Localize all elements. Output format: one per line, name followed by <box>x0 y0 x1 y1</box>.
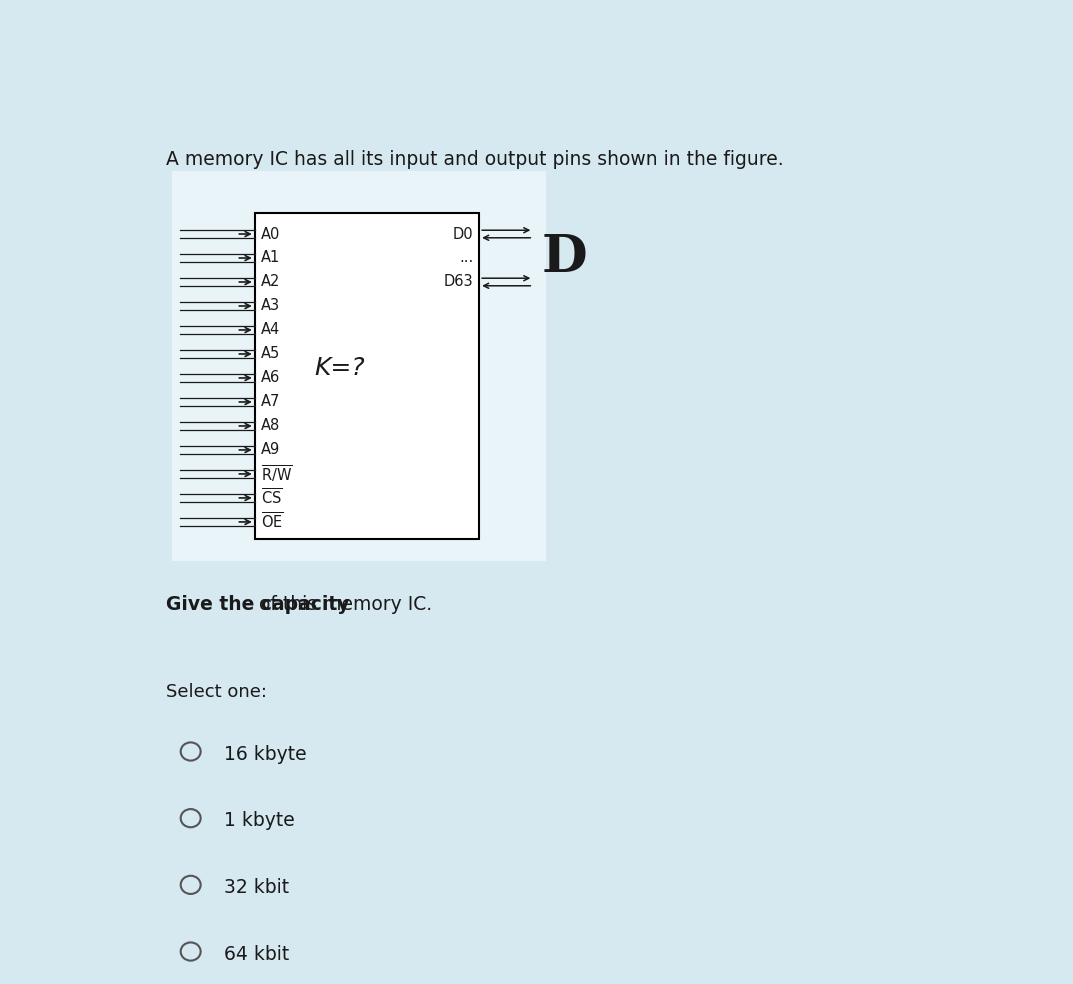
Text: A0: A0 <box>261 226 280 241</box>
Text: ...: ... <box>459 251 473 266</box>
Circle shape <box>180 742 201 761</box>
Text: 16 kbyte: 16 kbyte <box>224 745 307 764</box>
Text: of this memory IC.: of this memory IC. <box>252 595 431 614</box>
Text: 1 kbyte: 1 kbyte <box>224 812 295 830</box>
Text: Select one:: Select one: <box>165 683 267 701</box>
Text: A2: A2 <box>261 275 280 289</box>
Text: A1: A1 <box>261 251 280 266</box>
Text: $\overline{\mathrm{CS}}$: $\overline{\mathrm{CS}}$ <box>261 488 282 508</box>
Text: K=?: K=? <box>314 356 365 380</box>
Circle shape <box>180 943 201 960</box>
Text: A6: A6 <box>261 370 280 386</box>
Text: A9: A9 <box>261 443 280 458</box>
FancyBboxPatch shape <box>254 213 480 538</box>
Text: 64 kbit: 64 kbit <box>224 945 290 963</box>
Text: A memory IC has all its input and output pins shown in the figure.: A memory IC has all its input and output… <box>165 150 783 169</box>
Circle shape <box>180 809 201 828</box>
Circle shape <box>180 876 201 893</box>
Text: D0: D0 <box>453 226 473 241</box>
Text: $\overline{\mathrm{OE}}$: $\overline{\mathrm{OE}}$ <box>261 512 283 532</box>
Text: A3: A3 <box>261 298 280 314</box>
Text: $\mathrm{\overline{R/W}}$: $\mathrm{\overline{R/W}}$ <box>261 463 292 484</box>
Text: A7: A7 <box>261 395 280 409</box>
FancyBboxPatch shape <box>172 171 546 561</box>
Text: A4: A4 <box>261 323 280 338</box>
Text: 32 kbit: 32 kbit <box>224 878 289 897</box>
Text: Give the capacity: Give the capacity <box>165 595 349 614</box>
Text: A8: A8 <box>261 418 280 433</box>
Text: D: D <box>542 232 588 283</box>
Text: A5: A5 <box>261 346 280 361</box>
Text: D63: D63 <box>444 275 473 289</box>
